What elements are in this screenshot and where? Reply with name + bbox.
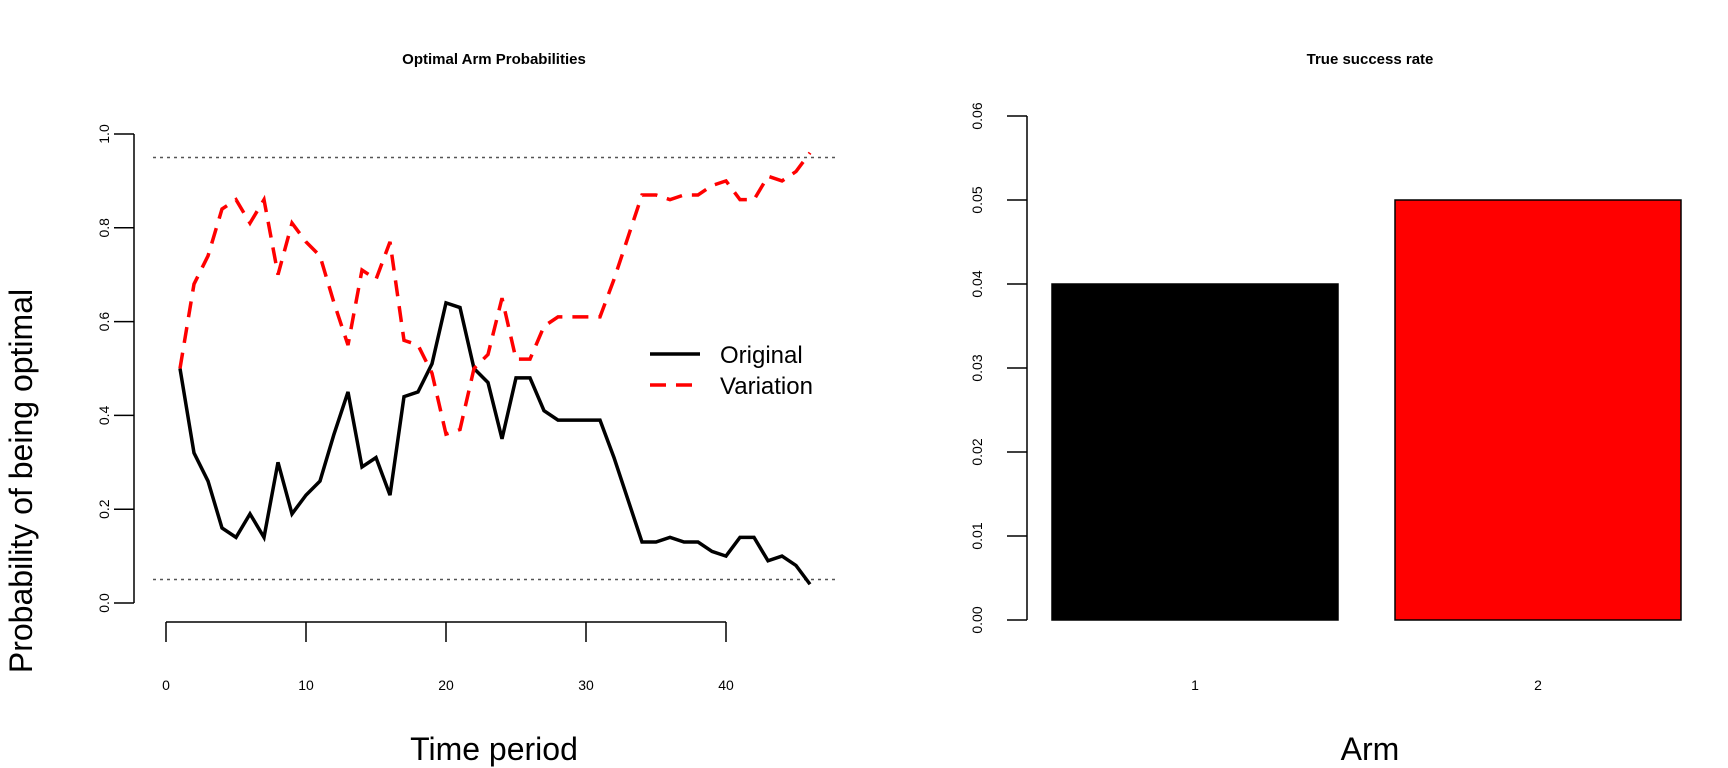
legend-label-original: Original <box>720 342 803 369</box>
bar-category-label: 2 <box>1534 677 1542 693</box>
line-chart-legend: Original Variation <box>650 342 813 400</box>
series-line-original <box>178 300 812 586</box>
bar-y-tick-label: 0.02 <box>969 438 985 465</box>
bar-y-tick-label: 0.06 <box>969 102 985 129</box>
bar-chart-title: True success rate <box>1307 51 1434 68</box>
y-tick-label: 0.2 <box>96 499 112 519</box>
x-tick-label: 10 <box>298 677 314 693</box>
bar-y-tick-label: 0.05 <box>969 186 985 213</box>
bar-arm-2 <box>1394 199 1682 621</box>
y-tick-label: 0.4 <box>96 405 112 425</box>
series-line-variation <box>178 151 812 437</box>
bar-chart-panel: True success rate Arm 0.00 0.01 0.02 0.03 0.… <box>969 51 1682 767</box>
x-tick-label: 20 <box>438 677 454 693</box>
y-tick-label: 0.8 <box>96 218 112 238</box>
y-tick-label: 0.0 <box>96 593 112 613</box>
bar-y-tick-label: 0.01 <box>969 522 985 549</box>
y-tick-label: 1.0 <box>96 124 112 144</box>
bar-y-tick-label: 0.00 <box>969 606 985 633</box>
x-tick-label: 30 <box>578 677 594 693</box>
line-chart-xlabel: Time period <box>410 731 578 767</box>
bar-arm-1 <box>1051 283 1339 621</box>
x-tick-label: 0 <box>162 677 170 693</box>
bar-chart-xlabel: Arm <box>1341 731 1400 767</box>
x-tick-label: 40 <box>718 677 734 693</box>
bar-category-label: 1 <box>1191 677 1199 693</box>
legend-label-variation: Variation <box>720 373 813 400</box>
line-chart-title: Optimal Arm Probabilities <box>402 51 586 68</box>
bar-y-tick-label: 0.03 <box>969 354 985 381</box>
bar-y-tick-label: 0.04 <box>969 270 985 297</box>
line-chart-ylabel: Probability of being optimal <box>3 289 39 673</box>
line-chart-panel: Optimal Arm Probabilities Probability of… <box>3 51 838 767</box>
y-tick-label: 0.6 <box>96 312 112 332</box>
